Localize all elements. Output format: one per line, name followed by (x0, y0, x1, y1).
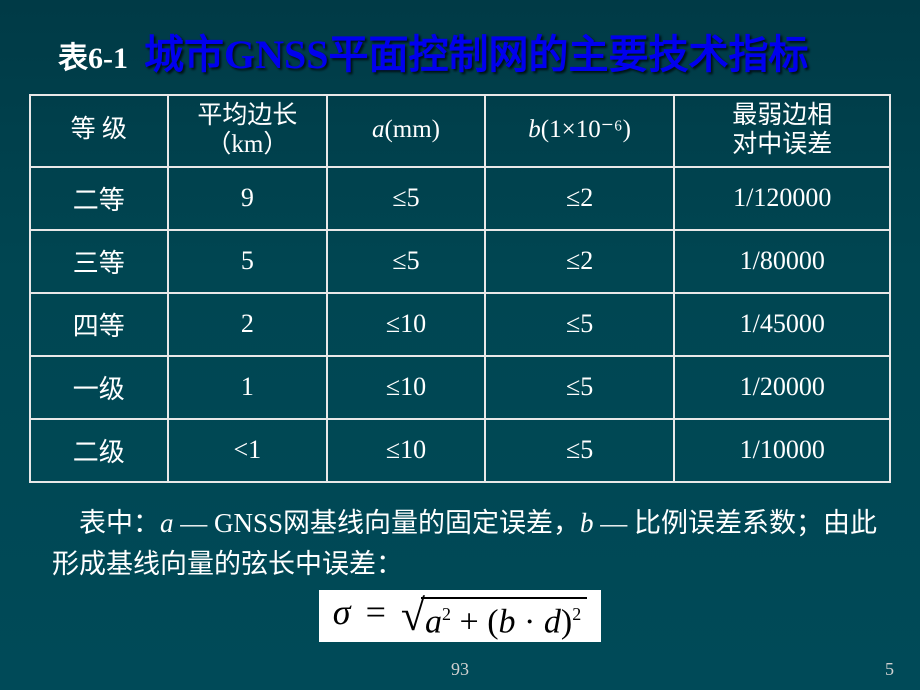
footer-page-number: 5 (885, 659, 894, 680)
table-row: 三等 5 ≤5 ≤2 1/80000 (30, 230, 890, 293)
formula-equals: = (366, 592, 386, 632)
cell-edge: 5 (168, 230, 328, 293)
cell-b: ≤5 (485, 419, 675, 482)
cell-edge: 9 (168, 167, 328, 230)
slide: 表6-1 城市GNSS平面控制网的主要技术指标 等 级 平均边长 （km） a(… (0, 0, 920, 690)
cell-edge: 2 (168, 293, 328, 356)
cell-weak: 1/45000 (674, 293, 890, 356)
table-row: 二级 <1 ≤10 ≤5 1/10000 (30, 419, 890, 482)
formula-plus: + ( (451, 604, 499, 641)
formula-a: a (425, 604, 442, 641)
header-b-unit: (1×10⁻⁶) (541, 116, 631, 143)
cell-b: ≤2 (485, 230, 675, 293)
formula-a-exp: 2 (442, 604, 451, 624)
cell-grade: 一级 (30, 356, 168, 419)
header-avg-edge-unit: （km） (206, 131, 288, 158)
cell-grade: 三等 (30, 230, 168, 293)
formula-close-paren: ) (561, 604, 572, 641)
header-a-unit: (mm) (384, 116, 440, 143)
formula-d: d (544, 604, 561, 641)
header-avg-edge: 平均边长 （km） (168, 95, 328, 167)
cell-a: ≤5 (327, 167, 485, 230)
note-a-text: — GNSS网基线向量的固定误差， (174, 508, 581, 538)
note-b-var: b (580, 508, 594, 538)
formula-radicand: a2 + (b · d)2 (421, 597, 587, 639)
footer-center-number: 93 (0, 659, 920, 680)
table-body: 二等 9 ≤5 ≤2 1/120000 三等 5 ≤5 ≤2 1/80000 四… (30, 167, 890, 482)
header-grade: 等 级 (30, 95, 168, 167)
note-text: 表中：a — GNSS网基线向量的固定误差，b — 比例误差系数；由此形成基线向… (22, 503, 898, 587)
cell-a: ≤10 (327, 419, 485, 482)
table-row: 一级 1 ≤10 ≤5 1/20000 (30, 356, 890, 419)
cell-weak: 1/20000 (674, 356, 890, 419)
formula-sqrt: √ a2 + (b · d)2 (401, 594, 587, 639)
table-header-row: 等 级 平均边长 （km） a(mm) b(1×10⁻⁶) 最弱边相 对中误差 (30, 95, 890, 167)
header-weak-line2: 对中误差 (732, 131, 832, 158)
header-a-var: a (372, 116, 385, 143)
formula: σ = √ a2 + (b · d)2 (319, 590, 601, 641)
header-a: a(mm) (327, 95, 485, 167)
cell-edge: <1 (168, 419, 328, 482)
cell-b: ≤5 (485, 293, 675, 356)
cell-a: ≤10 (327, 293, 485, 356)
note-a-var: a (160, 508, 174, 538)
header-b: b(1×10⁻⁶) (485, 95, 675, 167)
table-row: 四等 2 ≤10 ≤5 1/45000 (30, 293, 890, 356)
header-weak-edge: 最弱边相 对中误差 (674, 95, 890, 167)
cell-grade: 二级 (30, 419, 168, 482)
formula-b: b (499, 604, 516, 641)
cell-a: ≤10 (327, 356, 485, 419)
formula-dot: · (516, 604, 544, 641)
cell-b: ≤5 (485, 356, 675, 419)
spec-table: 等 级 平均边长 （km） a(mm) b(1×10⁻⁶) 最弱边相 对中误差 (29, 94, 891, 483)
cell-weak: 1/10000 (674, 419, 890, 482)
formula-sigma: σ (333, 592, 351, 632)
title-row: 表6-1 城市GNSS平面控制网的主要技术指标 (22, 22, 898, 80)
cell-weak: 1/120000 (674, 167, 890, 230)
formula-container: σ = √ a2 + (b · d)2 (22, 590, 898, 641)
header-avg-edge-line1: 平均边长 (197, 102, 297, 129)
cell-a: ≤5 (327, 230, 485, 293)
table-number-label: 表6-1 (58, 33, 128, 77)
header-weak-line1: 最弱边相 (732, 102, 832, 129)
cell-grade: 二等 (30, 167, 168, 230)
note-prefix: 表中： (52, 508, 160, 538)
formula-bd-exp: 2 (572, 604, 581, 624)
cell-b: ≤2 (485, 167, 675, 230)
cell-weak: 1/80000 (674, 230, 890, 293)
slide-title: 城市GNSS平面控制网的主要技术指标 (144, 22, 809, 80)
cell-edge: 1 (168, 356, 328, 419)
table-row: 二等 9 ≤5 ≤2 1/120000 (30, 167, 890, 230)
header-b-var: b (528, 116, 541, 143)
cell-grade: 四等 (30, 293, 168, 356)
